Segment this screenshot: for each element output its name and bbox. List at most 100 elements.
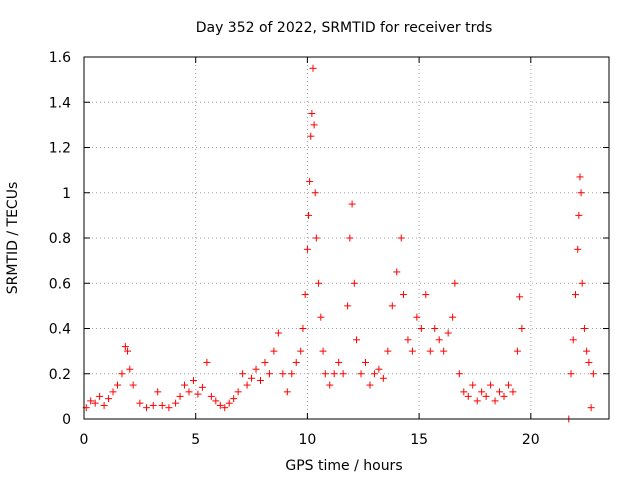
- data-point: [344, 302, 352, 310]
- data-point: [335, 358, 343, 366]
- y-tick-label: 1: [62, 186, 71, 202]
- data-point: [114, 381, 122, 389]
- data-point: [212, 397, 220, 405]
- tick-labels: 0 0.2 0.4 0.6 0.8 1 1.2 1.4 1.6 0 5 10 15 20: [49, 50, 540, 448]
- x-axis-title: GPS time / hours: [285, 458, 402, 474]
- x-tick-label: 15: [410, 432, 428, 448]
- data-point: [105, 395, 113, 403]
- data-point: [185, 388, 193, 396]
- data-point: [583, 347, 591, 355]
- data-point: [124, 347, 132, 355]
- data-point: [455, 370, 463, 378]
- data-point: [100, 401, 108, 409]
- data-point: [408, 347, 416, 355]
- data-point: [198, 383, 206, 391]
- data-point: [248, 374, 256, 382]
- data-point: [203, 358, 211, 366]
- data-point: [388, 302, 396, 310]
- data-point: [252, 365, 260, 373]
- data-point: [357, 370, 365, 378]
- data-point: [366, 381, 374, 389]
- data-point: [404, 336, 412, 344]
- data-point: [426, 347, 434, 355]
- data-point: [422, 291, 430, 299]
- data-point: [350, 279, 358, 287]
- data-point: [194, 390, 202, 398]
- data-point: [571, 291, 579, 299]
- data-point: [379, 374, 387, 382]
- y-tick-label: 0: [62, 412, 71, 428]
- data-point: [500, 392, 508, 400]
- data-point: [451, 279, 459, 287]
- data-point: [417, 325, 425, 332]
- data-point: [136, 399, 144, 407]
- data-point: [154, 388, 162, 396]
- data-point: [234, 388, 242, 396]
- data-point: [230, 395, 238, 403]
- data-point: [330, 370, 338, 378]
- axis-ticks: [83, 56, 609, 420]
- data-point: [91, 399, 99, 407]
- data-point: [431, 325, 439, 332]
- data-point: [181, 381, 189, 389]
- data-point: [297, 347, 305, 355]
- data-point: [491, 397, 499, 405]
- data-point: [315, 279, 323, 287]
- data-point: [487, 381, 495, 389]
- data-point: [397, 234, 405, 242]
- data-point: [143, 404, 151, 412]
- data-point: [567, 370, 575, 378]
- data-point: [309, 64, 317, 72]
- data-point: [225, 399, 233, 407]
- data-point: [326, 381, 334, 389]
- data-point: [149, 401, 157, 409]
- y-axis-title: SRMTID / TECUs: [5, 182, 21, 295]
- data-point: [346, 234, 354, 242]
- data-point: [96, 392, 104, 400]
- data-point: [393, 268, 401, 276]
- data-point: [516, 293, 524, 301]
- x-tick-label: 10: [298, 432, 316, 448]
- data-point: [321, 370, 329, 378]
- data-points: [82, 64, 597, 423]
- data-point: [574, 245, 582, 253]
- data-point: [577, 189, 585, 197]
- data-point: [580, 325, 588, 332]
- data-point: [172, 399, 180, 407]
- data-point: [265, 370, 273, 378]
- data-point: [126, 365, 134, 373]
- data-point: [306, 177, 314, 185]
- data-point: [569, 336, 577, 344]
- x-tick-label: 0: [80, 432, 89, 448]
- data-point: [460, 388, 468, 396]
- data-point: [370, 370, 378, 378]
- data-point: [319, 347, 327, 355]
- y-tick-label: 0.4: [49, 322, 71, 338]
- data-point: [87, 397, 95, 405]
- data-point: [243, 381, 251, 389]
- data-point: [518, 325, 526, 332]
- data-point: [482, 392, 490, 400]
- y-tick-label: 0.6: [49, 276, 71, 292]
- data-point: [478, 388, 486, 396]
- data-point: [435, 336, 443, 344]
- y-tick-label: 1.4: [49, 95, 71, 111]
- data-point: [496, 388, 504, 396]
- data-point: [585, 358, 593, 366]
- data-point: [307, 132, 315, 140]
- data-point: [464, 392, 472, 400]
- y-tick-label: 1.6: [49, 50, 71, 66]
- data-point: [303, 245, 311, 253]
- data-point: [239, 370, 247, 378]
- y-tick-label: 1.2: [49, 141, 71, 157]
- data-point: [310, 121, 318, 129]
- data-point: [361, 358, 369, 366]
- data-point: [348, 200, 356, 208]
- data-point: [444, 329, 452, 337]
- data-point: [270, 347, 278, 355]
- data-point: [339, 370, 347, 378]
- data-point: [274, 329, 282, 337]
- data-point: [129, 381, 137, 389]
